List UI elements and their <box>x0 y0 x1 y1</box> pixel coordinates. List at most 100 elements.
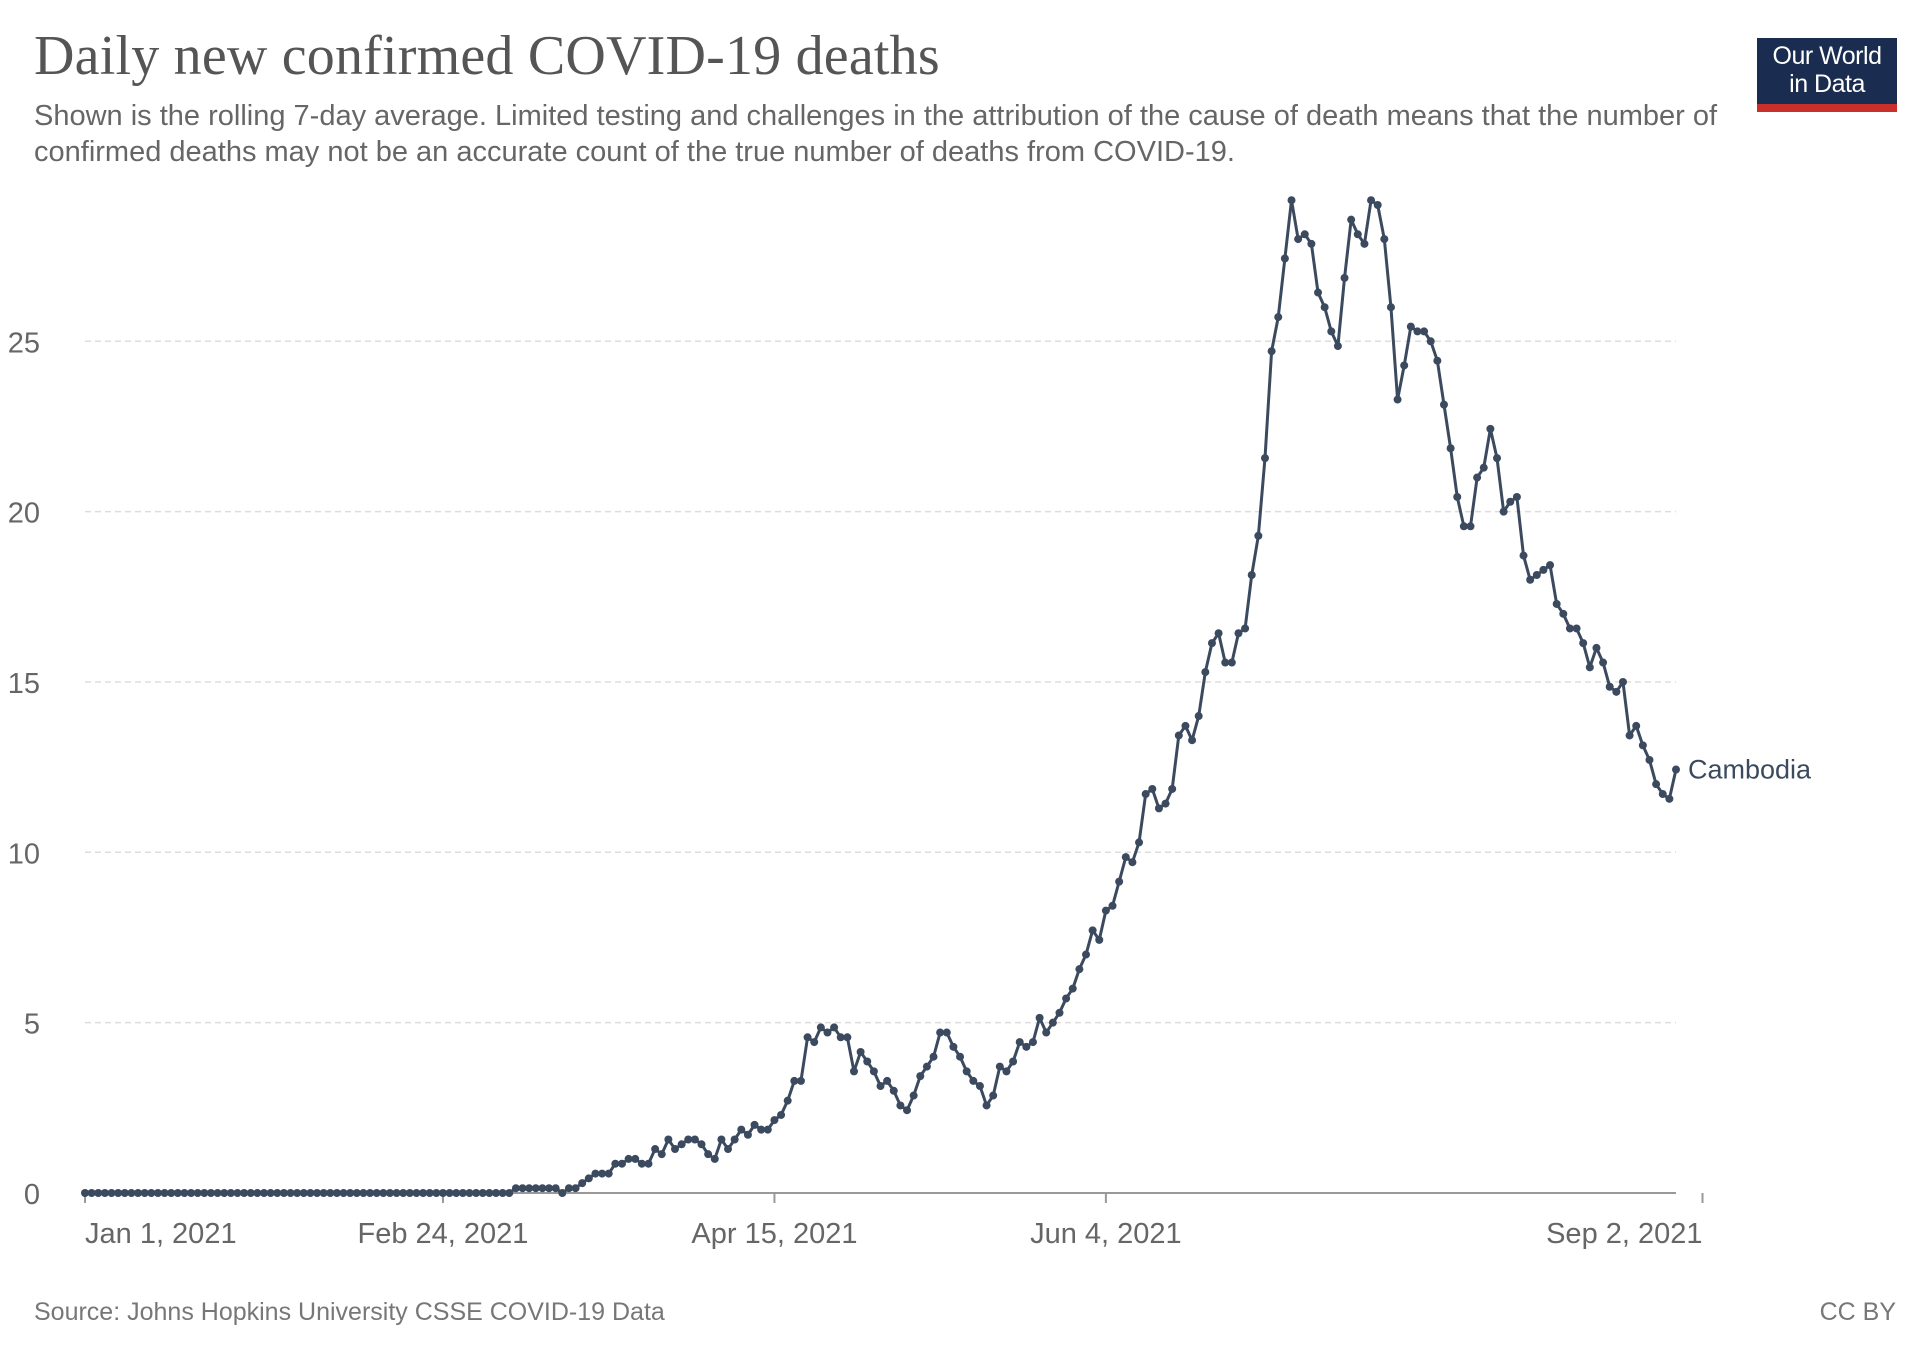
data-point-105 <box>777 1110 786 1119</box>
data-point-154 <box>1101 906 1110 915</box>
data-point-14 <box>173 1189 182 1197</box>
data-point-179 <box>1267 347 1276 356</box>
data-point-131 <box>949 1042 958 1051</box>
data-point-69 <box>538 1184 547 1193</box>
data-point-164 <box>1168 784 1177 793</box>
data-point-83 <box>631 1154 640 1163</box>
data-point-231 <box>1612 687 1621 696</box>
x-tick-label-1: Feb 24, 2021 <box>358 1218 529 1250</box>
data-point-75 <box>578 1179 587 1188</box>
data-point-201 <box>1413 327 1422 336</box>
data-point-58 <box>465 1189 474 1197</box>
data-point-166 <box>1181 721 1190 730</box>
data-point-27 <box>259 1189 268 1197</box>
data-point-38 <box>332 1189 341 1197</box>
data-point-76 <box>584 1174 593 1183</box>
data-point-236 <box>1645 755 1654 764</box>
data-point-143 <box>1028 1038 1037 1047</box>
data-point-153 <box>1095 935 1104 944</box>
data-point-84 <box>637 1159 646 1168</box>
data-point-142 <box>1022 1042 1031 1051</box>
license-link[interactable]: CC BY <box>1819 1298 1896 1326</box>
data-point-100 <box>743 1130 752 1139</box>
data-point-147 <box>1055 1008 1064 1017</box>
data-point-159 <box>1135 838 1144 847</box>
data-point-222 <box>1552 599 1561 608</box>
data-point-72 <box>558 1189 567 1197</box>
data-point-186 <box>1314 288 1323 297</box>
data-point-119 <box>869 1067 878 1076</box>
data-point-227 <box>1585 663 1594 672</box>
data-point-33 <box>299 1189 308 1197</box>
data-point-34 <box>306 1189 315 1197</box>
data-point-23 <box>233 1189 242 1197</box>
data-point-11 <box>153 1189 162 1197</box>
data-point-108 <box>796 1076 805 1085</box>
x-tick-label-4: Sep 2, 2021 <box>1546 1218 1702 1250</box>
data-point-215 <box>1506 497 1515 506</box>
data-point-62 <box>492 1189 501 1197</box>
data-point-18 <box>200 1189 209 1197</box>
data-point-217 <box>1519 551 1528 560</box>
data-point-214 <box>1499 507 1508 516</box>
data-point-156 <box>1115 877 1124 886</box>
data-point-151 <box>1082 950 1090 959</box>
y-tick-label-25: 25 <box>8 327 40 359</box>
x-tick-label-3: Jun 4, 2021 <box>1030 1218 1182 1250</box>
data-point-118 <box>863 1057 872 1066</box>
data-point-177 <box>1254 531 1263 540</box>
source-note[interactable]: Source: Johns Hopkins University CSSE CO… <box>34 1298 665 1326</box>
data-point-198 <box>1393 395 1402 404</box>
chart-title: Daily new confirmed COVID-19 deaths <box>34 25 940 87</box>
data-point-157 <box>1121 853 1130 862</box>
data-point-50 <box>412 1189 421 1197</box>
data-point-31 <box>286 1189 295 1197</box>
y-tick-label-10: 10 <box>8 838 40 870</box>
data-point-225 <box>1572 624 1581 633</box>
data-point-92 <box>690 1135 699 1144</box>
data-point-46 <box>385 1189 394 1197</box>
data-point-120 <box>876 1082 885 1091</box>
data-point-152 <box>1088 926 1097 935</box>
data-point-199 <box>1400 361 1409 370</box>
data-point-127 <box>922 1062 931 1071</box>
data-point-107 <box>790 1076 799 1085</box>
data-point-60 <box>478 1189 487 1197</box>
data-point-212 <box>1486 424 1495 433</box>
series-cambodia[interactable] <box>81 196 1680 1197</box>
data-point-16 <box>187 1189 196 1197</box>
data-point-162 <box>1154 804 1163 813</box>
data-point-139 <box>1002 1067 1011 1076</box>
data-point-87 <box>657 1150 666 1159</box>
data-point-5 <box>114 1189 123 1197</box>
data-point-104 <box>770 1116 779 1125</box>
data-point-224 <box>1565 624 1574 633</box>
data-point-185 <box>1307 239 1316 248</box>
data-point-74 <box>571 1184 580 1193</box>
data-point-155 <box>1108 901 1117 910</box>
data-point-210 <box>1473 473 1482 482</box>
data-point-174 <box>1234 629 1243 638</box>
data-point-134 <box>969 1076 978 1085</box>
data-point-128 <box>929 1052 938 1061</box>
owid-logo[interactable]: Our World in Data <box>1757 38 1897 112</box>
data-point-136 <box>982 1101 991 1110</box>
data-point-57 <box>458 1189 467 1197</box>
data-point-47 <box>392 1189 401 1197</box>
data-point-169 <box>1201 668 1210 677</box>
data-point-133 <box>962 1067 971 1076</box>
data-point-61 <box>485 1189 494 1197</box>
y-tick-label-0: 0 <box>24 1179 40 1211</box>
data-point-112 <box>823 1028 832 1037</box>
data-point-193 <box>1360 239 1369 248</box>
data-point-78 <box>598 1169 607 1178</box>
data-point-113 <box>830 1023 839 1032</box>
owid-logo-line1: Our World <box>1772 42 1882 70</box>
data-point-44 <box>372 1189 381 1197</box>
data-point-91 <box>684 1135 693 1144</box>
series-label-cambodia: Cambodia <box>1688 755 1812 785</box>
x-tick-label-0: Jan 1, 2021 <box>85 1218 237 1250</box>
data-point-95 <box>710 1154 719 1163</box>
data-point-17 <box>193 1189 202 1197</box>
